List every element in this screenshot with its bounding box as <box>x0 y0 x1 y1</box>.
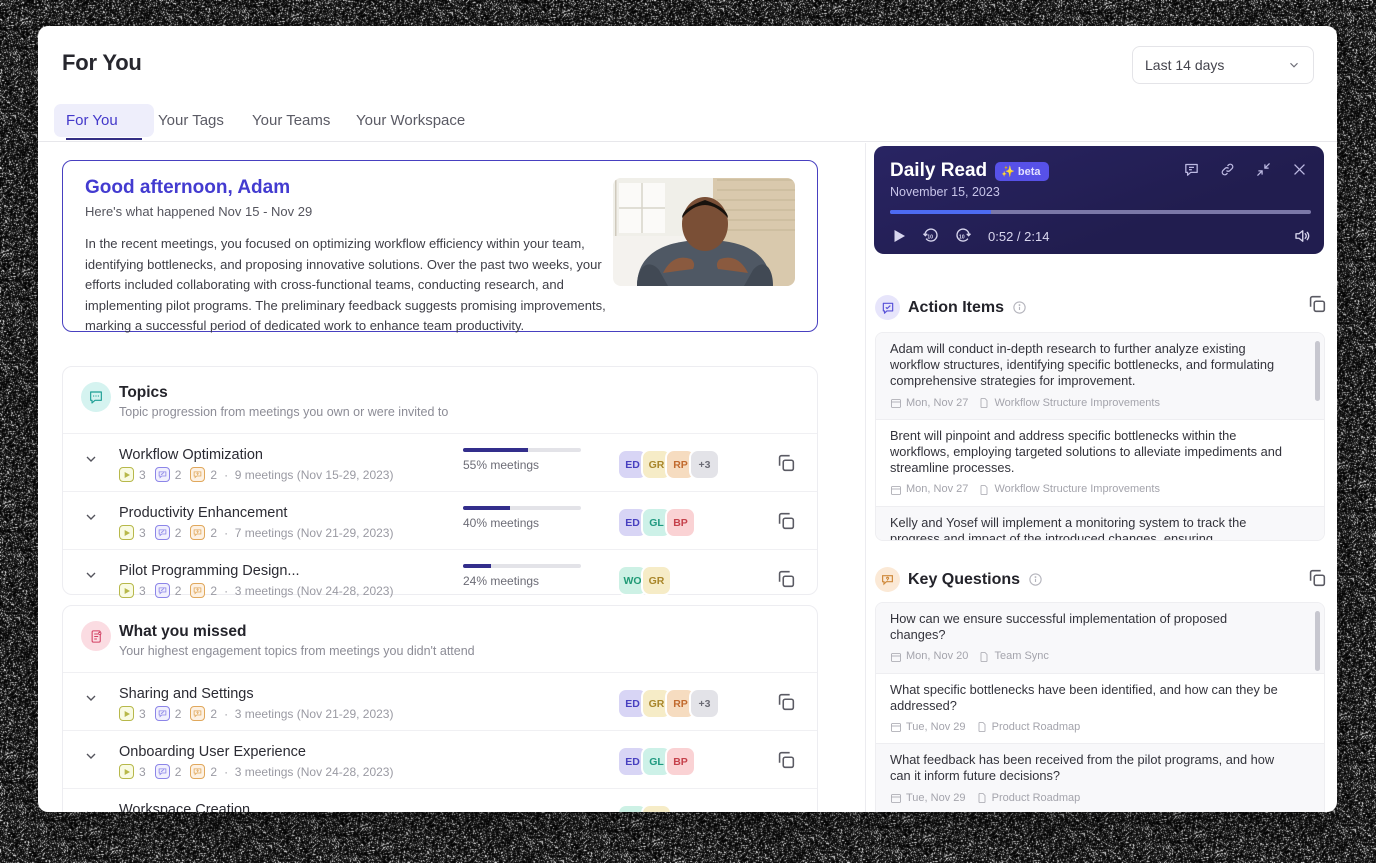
svg-text:10: 10 <box>927 234 933 240</box>
svg-text:10: 10 <box>959 234 965 240</box>
